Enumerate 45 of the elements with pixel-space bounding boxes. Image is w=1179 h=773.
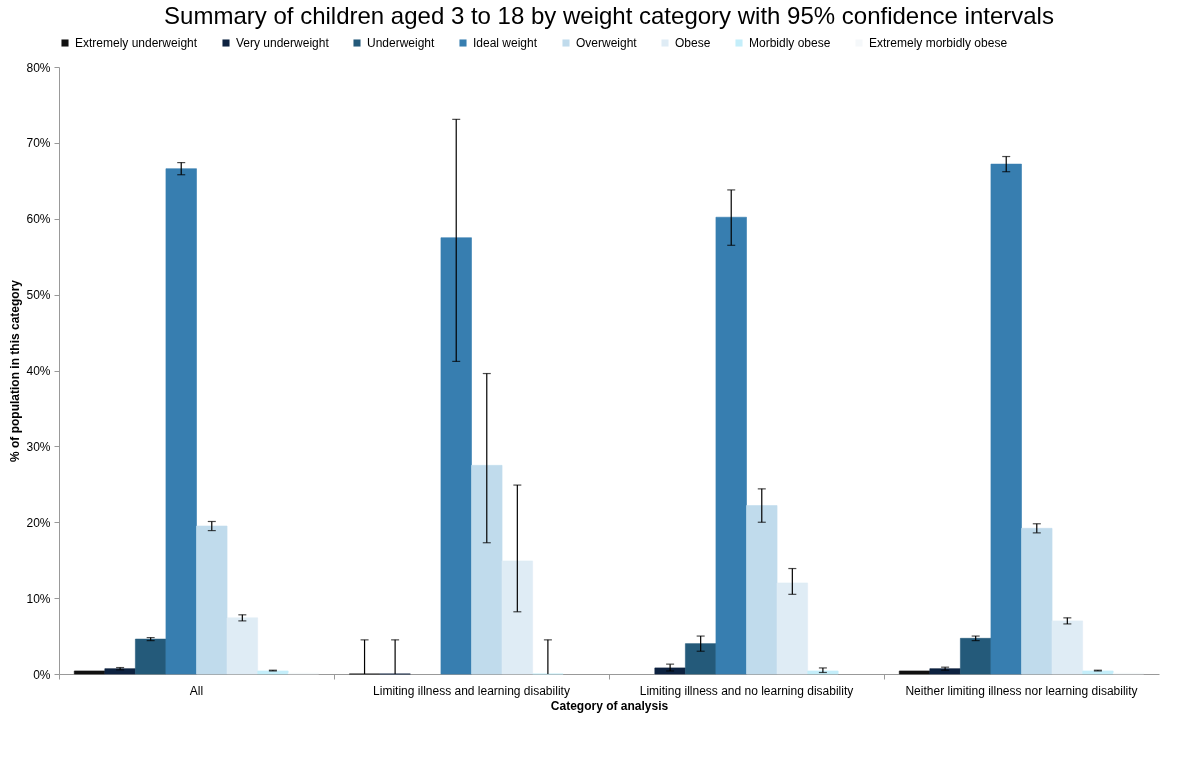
bar — [990, 163, 1022, 675]
y-tick-label: 40% — [26, 364, 51, 378]
bar — [196, 525, 228, 675]
chart-title: Summary of children aged 3 to 18 by weight category with 95% confidence intervals — [164, 2, 1054, 29]
y-axis-title: % of population in this category — [8, 279, 23, 463]
bar — [135, 638, 167, 675]
x-tick-label: All — [189, 683, 204, 698]
y-tick-label: 70% — [26, 136, 51, 151]
legend-label: Extremely morbidly obese — [869, 36, 1008, 50]
y-tick-label: 10% — [26, 591, 51, 606]
legend-label: Very underweight — [236, 36, 330, 50]
bar — [1021, 528, 1053, 675]
x-axis-title: Category of analysis — [550, 698, 669, 713]
bar — [471, 465, 503, 675]
bar — [929, 668, 961, 675]
bar — [746, 505, 778, 675]
bar — [685, 643, 717, 675]
legend-label: Ideal weight — [473, 36, 538, 50]
y-tick-label: 50% — [26, 288, 51, 303]
bar — [715, 216, 747, 675]
bar — [226, 617, 258, 675]
y-tick-label: 80% — [26, 60, 51, 75]
bar — [898, 670, 931, 675]
x-tick-label: Limiting illness and no learning disability — [639, 683, 854, 698]
bar — [960, 638, 992, 675]
bar — [440, 237, 472, 675]
bar — [1082, 670, 1114, 675]
bar — [73, 670, 106, 675]
y-tick-label: 60% — [26, 212, 51, 227]
bar — [501, 560, 533, 675]
bar — [776, 582, 808, 675]
y-tick-label: 20% — [26, 515, 51, 530]
legend-label: Morbidly obese — [749, 36, 831, 50]
bar — [104, 668, 136, 675]
x-tick-label: Neither limiting illness nor learning disability — [905, 683, 1138, 698]
legend-label: Obese — [675, 36, 711, 50]
y-tick-label: 30% — [26, 439, 51, 454]
legend-label: Underweight — [367, 36, 436, 50]
bar — [165, 168, 197, 675]
y-tick-label: 0% — [33, 667, 51, 682]
legend-label: Overweight — [576, 36, 638, 50]
x-tick-label: Limiting illness and learning disability — [373, 683, 570, 698]
bar — [257, 670, 289, 675]
bar — [1051, 620, 1083, 675]
legend-label: Extremely underweight — [75, 36, 198, 50]
